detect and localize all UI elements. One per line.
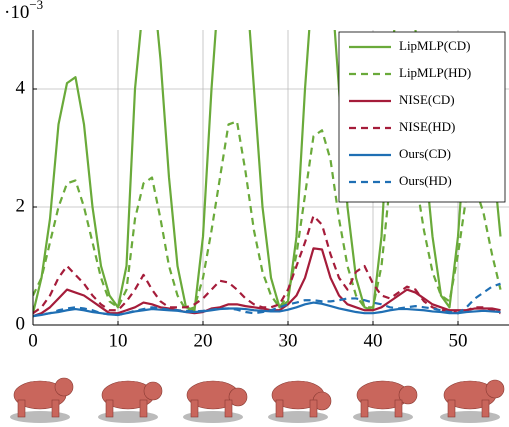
x-tick-label: 50 <box>449 330 468 351</box>
multiplier-exponent: −3 <box>29 0 43 12</box>
x-tick-label: 10 <box>109 330 128 351</box>
series-line <box>33 282 501 318</box>
series-line <box>33 247 501 318</box>
legend-label: Ours(CD) <box>399 146 451 161</box>
series-line <box>33 301 501 318</box>
multiplier-base: ·10 <box>4 2 29 23</box>
series-line <box>33 120 502 312</box>
bear-renders <box>10 377 505 423</box>
x-tick-label: 40 <box>364 330 383 351</box>
legend-box <box>338 31 506 203</box>
x-tick-label: 20 <box>194 330 213 351</box>
x-tick-label: 0 <box>28 330 38 351</box>
legend-label: LipMLP(CD) <box>399 38 471 53</box>
legend-label: NISE(CD) <box>399 92 455 107</box>
legend-label: NISE(HD) <box>399 119 455 134</box>
series-line <box>33 214 501 315</box>
axis-multiplier: ·10−3 <box>4 0 43 23</box>
x-tick-label: 30 <box>279 330 298 351</box>
y-tick-label: 0 <box>16 313 26 334</box>
y-tick-label: 2 <box>16 195 26 216</box>
y-tick-label: 4 <box>16 77 26 98</box>
legend-label: LipMLP(HD) <box>399 65 471 80</box>
legend-label: Ours(HD) <box>399 173 452 188</box>
